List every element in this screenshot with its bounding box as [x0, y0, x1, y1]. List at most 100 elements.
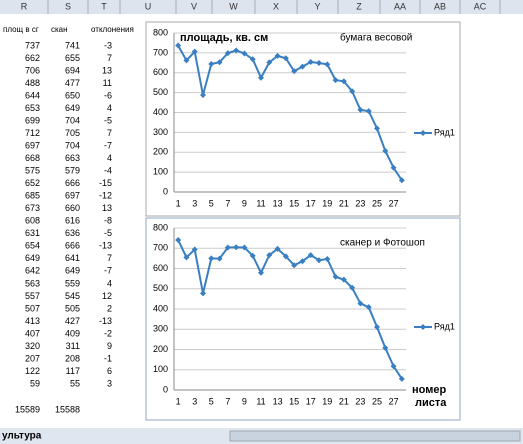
cell: 654 — [25, 241, 40, 251]
cell: -3 — [104, 40, 112, 50]
x-tick-label: 13 — [273, 396, 283, 406]
scrollbar[interactable] — [229, 430, 521, 442]
cell: 663 — [65, 153, 80, 163]
point — [216, 59, 223, 66]
column-header: X — [273, 1, 279, 11]
cell: -13 — [99, 316, 112, 326]
cell: 685 — [25, 191, 40, 201]
cell: 4 — [107, 278, 112, 288]
series-line — [177, 239, 403, 380]
point — [208, 255, 215, 262]
point — [332, 77, 339, 84]
total-cell: 15588 — [55, 404, 80, 414]
column-header: Y — [314, 1, 320, 11]
y-tick-label: 700 — [153, 47, 168, 57]
cell: 488 — [25, 78, 40, 88]
y-tick-label: 300 — [153, 127, 168, 137]
point — [316, 60, 322, 67]
y-tick-label: 200 — [153, 344, 168, 354]
y-tick-label: 800 — [153, 222, 168, 232]
point — [241, 244, 248, 251]
cell: -7 — [104, 266, 112, 276]
point — [274, 245, 281, 252]
legend-marker — [420, 324, 426, 330]
cell: 6 — [107, 366, 112, 376]
cell: 122 — [25, 366, 40, 376]
x-tick-label: 25 — [372, 198, 382, 208]
cell: 4 — [107, 103, 112, 113]
point — [332, 273, 339, 280]
point — [357, 106, 364, 113]
cell: -2 — [104, 328, 112, 338]
chart-frame — [145, 217, 461, 421]
cell: 649 — [65, 266, 80, 276]
point — [390, 363, 397, 370]
cell: 4 — [107, 153, 112, 163]
header-cell: отклонения — [91, 25, 134, 34]
x-tick-label: 9 — [242, 396, 247, 406]
legend-label: Ряд1 — [434, 321, 455, 331]
point — [307, 252, 314, 259]
y-tick-label: 700 — [153, 243, 168, 253]
cell: 631 — [25, 228, 40, 238]
cell: 653 — [25, 103, 40, 113]
cell: -5 — [104, 228, 112, 238]
point — [266, 252, 273, 259]
x-tick-label: 21 — [339, 198, 349, 208]
x-tick-label: 5 — [209, 396, 214, 406]
cell: 7 — [107, 128, 112, 138]
point — [340, 78, 347, 85]
cell: -6 — [104, 90, 112, 100]
annotation: сканер и Фотошоп — [340, 238, 425, 249]
cell: 207 — [25, 353, 40, 363]
point — [274, 52, 281, 59]
cell: 3 — [107, 378, 112, 388]
cell: 741 — [65, 40, 80, 50]
x-tick-label: 9 — [242, 198, 247, 208]
cell: 636 — [65, 228, 80, 238]
column-header: V — [191, 1, 197, 11]
cell: 649 — [25, 253, 40, 263]
cell: 563 — [25, 278, 40, 288]
point — [324, 255, 331, 262]
point — [224, 50, 231, 57]
point — [233, 47, 240, 54]
cell: 208 — [65, 353, 80, 363]
point — [374, 324, 380, 331]
point — [340, 276, 347, 283]
cell: 13 — [102, 203, 112, 213]
cell: 650 — [65, 90, 80, 100]
column-header: AB — [434, 1, 446, 11]
cell: 407 — [25, 328, 40, 338]
point — [175, 42, 182, 49]
x-tick-label: 11 — [256, 396, 265, 406]
y-tick-label: 400 — [153, 107, 168, 117]
column-header: W — [229, 1, 238, 11]
cell: 704 — [65, 141, 80, 151]
point — [258, 74, 264, 81]
x-tick-label: 21 — [339, 396, 349, 406]
x-tick-label: 13 — [273, 198, 283, 208]
x-tick-label: 1 — [176, 198, 181, 208]
point — [382, 344, 389, 351]
y-tick-label: 200 — [153, 147, 168, 157]
sheet-tab[interactable]: ультура — [2, 431, 42, 442]
y-tick-label: 0 — [163, 186, 168, 196]
cell: 644 — [25, 90, 40, 100]
x-tick-label: 25 — [372, 396, 382, 406]
point — [316, 257, 322, 264]
x-tick-label: 3 — [192, 396, 197, 406]
cell: 737 — [25, 40, 40, 50]
cell: 575 — [25, 166, 40, 176]
x-tick-label: 23 — [355, 198, 365, 208]
y-tick-label: 300 — [153, 324, 168, 334]
point — [365, 304, 372, 311]
column-header: T — [101, 1, 107, 11]
y-tick-label: 600 — [153, 263, 168, 273]
column-header: U — [145, 1, 152, 11]
x-tick-label: 7 — [225, 198, 230, 208]
cell: 668 — [25, 153, 40, 163]
point — [299, 63, 306, 70]
cell: 117 — [66, 366, 80, 376]
